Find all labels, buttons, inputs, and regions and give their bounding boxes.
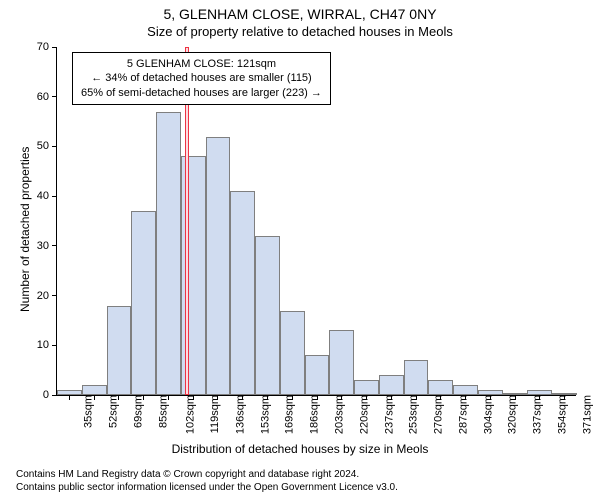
x-tick-mark	[515, 395, 516, 400]
x-tick-label: 169sqm	[278, 395, 296, 434]
x-tick-mark	[416, 395, 417, 400]
x-tick-label: 136sqm	[229, 395, 247, 434]
x-tick-label: 69sqm	[126, 395, 144, 428]
chart-subtitle: Size of property relative to detached ho…	[0, 24, 600, 39]
x-tick-mark	[94, 395, 95, 400]
x-tick-mark	[366, 395, 367, 400]
x-tick-label: 203sqm	[328, 395, 346, 434]
y-tick-label: 50	[37, 140, 57, 152]
y-tick-label: 40	[37, 190, 57, 202]
x-tick-label: 354sqm	[550, 395, 568, 434]
x-tick-label: 304sqm	[476, 395, 494, 434]
histogram-bar	[82, 385, 107, 395]
y-tick-label: 70	[37, 41, 57, 53]
chart-container: 5, GLENHAM CLOSE, WIRRAL, CH47 0NY Size …	[0, 0, 600, 500]
histogram-bar	[280, 311, 305, 396]
histogram-bar	[404, 360, 429, 395]
x-tick-label: 253sqm	[402, 395, 420, 434]
histogram-bar	[107, 306, 132, 395]
histogram-bar	[206, 137, 231, 396]
x-tick-mark	[317, 395, 318, 400]
x-tick-mark	[193, 395, 194, 400]
footer-line-2: Contains public sector information licen…	[16, 482, 398, 495]
footer: Contains HM Land Registry data © Crown c…	[16, 469, 398, 494]
x-tick-label: 186sqm	[303, 395, 321, 434]
x-tick-mark	[242, 395, 243, 400]
x-tick-mark	[217, 395, 218, 400]
x-tick-mark	[69, 395, 70, 400]
x-tick-label: 320sqm	[501, 395, 519, 434]
x-tick-mark	[267, 395, 268, 400]
x-tick-label: 220sqm	[352, 395, 370, 434]
histogram-bar	[379, 375, 404, 395]
x-tick-mark	[292, 395, 293, 400]
y-tick-label: 20	[37, 290, 57, 302]
histogram-bar	[230, 191, 255, 395]
x-tick-mark	[341, 395, 342, 400]
chart-title: 5, GLENHAM CLOSE, WIRRAL, CH47 0NY	[0, 6, 600, 22]
x-tick-mark	[539, 395, 540, 400]
x-tick-label: 337sqm	[526, 395, 544, 434]
histogram-bar	[354, 380, 379, 395]
x-tick-label: 270sqm	[427, 395, 445, 434]
x-tick-label: 119sqm	[203, 395, 221, 433]
x-tick-label: 237sqm	[377, 395, 395, 434]
footer-line-1: Contains HM Land Registry data © Crown c…	[16, 469, 398, 482]
x-tick-mark	[118, 395, 119, 400]
x-tick-mark	[490, 395, 491, 400]
info-line-2: ← 34% of detached houses are smaller (11…	[81, 71, 322, 85]
x-tick-mark	[168, 395, 169, 400]
y-tick-label: 30	[37, 240, 57, 252]
x-tick-mark	[465, 395, 466, 400]
histogram-bar	[428, 380, 453, 395]
info-box: 5 GLENHAM CLOSE: 121sqm ← 34% of detache…	[72, 52, 331, 105]
info-line-1: 5 GLENHAM CLOSE: 121sqm	[81, 57, 322, 71]
x-tick-label: 102sqm	[179, 395, 197, 434]
histogram-bar	[453, 385, 478, 395]
histogram-bar	[255, 236, 280, 395]
y-tick-label: 0	[43, 389, 57, 401]
x-tick-label: 287sqm	[451, 395, 469, 434]
x-tick-mark	[440, 395, 441, 400]
histogram-bar	[329, 330, 354, 395]
x-tick-label: 153sqm	[253, 395, 271, 434]
x-tick-label: 35sqm	[77, 395, 95, 428]
y-axis-label: Number of detached properties	[18, 147, 32, 312]
x-tick-label: 371sqm	[575, 395, 593, 434]
x-tick-mark	[391, 395, 392, 400]
x-tick-mark	[143, 395, 144, 400]
x-tick-label: 52sqm	[102, 395, 120, 428]
x-tick-mark	[564, 395, 565, 400]
info-line-3: 65% of semi-detached houses are larger (…	[81, 86, 322, 100]
y-tick-label: 60	[37, 91, 57, 103]
histogram-bar	[305, 355, 330, 395]
y-tick-label: 10	[37, 339, 57, 351]
histogram-bar	[156, 112, 181, 395]
x-axis-label: Distribution of detached houses by size …	[0, 442, 600, 456]
x-tick-label: 85sqm	[151, 395, 169, 428]
histogram-bar	[131, 211, 156, 395]
